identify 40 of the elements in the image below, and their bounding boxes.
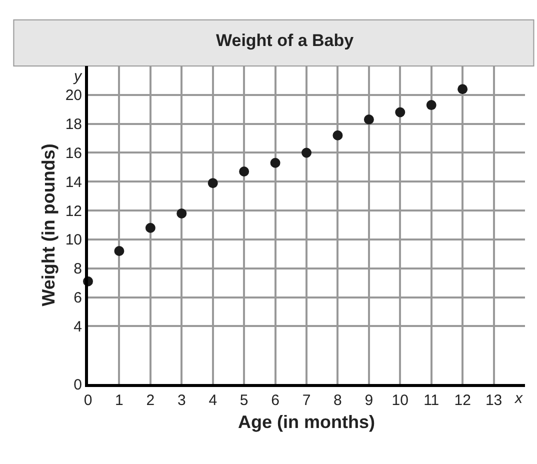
- text: y: [73, 68, 83, 85]
- x-tick-label: 3: [177, 392, 186, 409]
- point: [114, 246, 124, 256]
- point: [302, 148, 312, 158]
- point: [426, 100, 436, 110]
- chart-title: Weight of a Baby: [216, 31, 354, 50]
- y-tick-label: 0: [74, 376, 82, 394]
- y-tick-label: 8: [74, 260, 82, 278]
- x-tick-label: 10: [392, 392, 408, 409]
- y-tick-label: 12: [65, 202, 82, 220]
- y-axis-title: Weight (in pounds): [38, 144, 59, 306]
- point: [364, 114, 374, 124]
- x-axis-title: Age (in months): [238, 412, 375, 432]
- y-tick-label: 10: [65, 232, 82, 249]
- y-tick-label: 14: [65, 174, 82, 191]
- x-tick-label: 6: [271, 392, 280, 409]
- point: [239, 166, 250, 177]
- x-tick-label: 11: [424, 392, 440, 409]
- point: [176, 208, 187, 218]
- x-tick-label: 12: [454, 392, 471, 409]
- point: [208, 178, 218, 188]
- x-tick-label: 5: [240, 392, 248, 409]
- y-tick-label: 6: [74, 290, 82, 307]
- point: [458, 84, 468, 94]
- y-tick-label: 18: [65, 116, 82, 134]
- point: [332, 130, 343, 140]
- y-tick-label: 4: [74, 318, 82, 336]
- y-tick-label: 20: [65, 87, 82, 104]
- point: [145, 222, 156, 233]
- x-tick-label: 13: [485, 392, 502, 409]
- x-tick-label: 2: [146, 392, 155, 409]
- point: [270, 158, 280, 168]
- x-tick-label: 8: [334, 392, 342, 409]
- x-tick-label: 4: [208, 392, 218, 409]
- point: [395, 107, 406, 118]
- text: x: [514, 390, 523, 407]
- x-tick-label: 7: [302, 392, 311, 409]
- x-tick-label: 1: [115, 392, 124, 409]
- x-tick-label: 9: [364, 392, 374, 409]
- y-tick-label: 16: [65, 144, 82, 162]
